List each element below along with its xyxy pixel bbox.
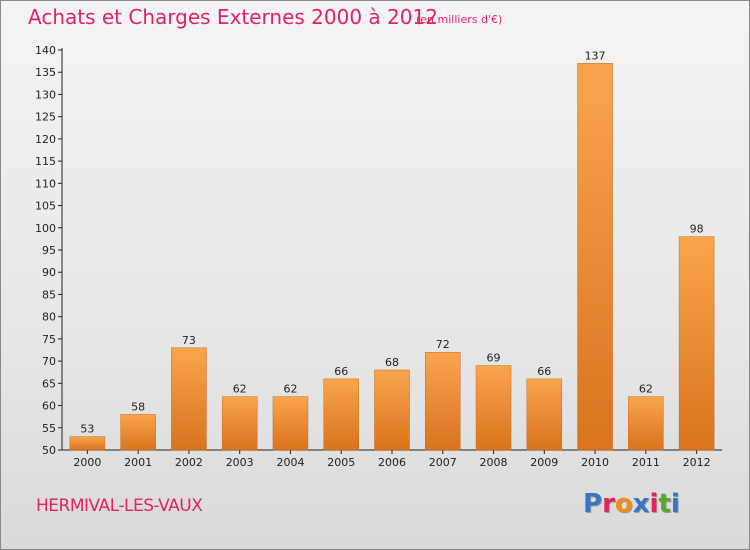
data-label: 73 bbox=[182, 334, 196, 347]
x-tick-label: 2001 bbox=[124, 456, 152, 469]
bar bbox=[475, 365, 512, 451]
bar bbox=[120, 414, 156, 451]
bar bbox=[526, 378, 563, 451]
commune-name: HERMIVAL-LES-VAUX bbox=[36, 496, 203, 516]
data-label: 69 bbox=[487, 352, 501, 365]
y-tick-label: 60 bbox=[42, 400, 56, 413]
bar bbox=[171, 347, 207, 451]
x-tick-label: 2010 bbox=[581, 456, 609, 469]
x-tick-label: 2007 bbox=[429, 456, 457, 469]
logo-letter: P bbox=[583, 489, 603, 519]
x-tick-label: 2012 bbox=[683, 456, 711, 469]
chart-title: Achats et Charges Externes 2000 à 2012 bbox=[28, 5, 438, 29]
data-label: 62 bbox=[639, 383, 653, 396]
x-tick-label: 2000 bbox=[73, 456, 101, 469]
bar bbox=[425, 351, 461, 451]
chart-labels: 2000 53 2001 58 2002 73 2003 62 2004 62 2005 66 2006… bbox=[73, 49, 710, 469]
logo-letter: i bbox=[670, 489, 680, 519]
proxiti-logo: Proxiti bbox=[583, 489, 680, 519]
y-tick-label: 130 bbox=[35, 88, 56, 101]
x-tick-label: 2008 bbox=[480, 456, 508, 469]
y-tick-label: 80 bbox=[42, 311, 56, 324]
y-tick-label: 95 bbox=[42, 244, 56, 257]
bar bbox=[323, 378, 359, 451]
bar bbox=[272, 396, 309, 451]
x-tick-label: 2005 bbox=[327, 456, 355, 469]
y-tick-label: 50 bbox=[42, 444, 56, 457]
bar bbox=[628, 396, 664, 451]
y-tick-label: 90 bbox=[42, 266, 56, 279]
data-label: 72 bbox=[436, 338, 450, 351]
x-tick-label: 2004 bbox=[276, 456, 304, 469]
x-tick-label: 2002 bbox=[175, 456, 203, 469]
logo-letter: r bbox=[602, 489, 615, 519]
logo-letter: x bbox=[632, 489, 650, 519]
bar bbox=[374, 369, 410, 451]
x-tick-label: 2011 bbox=[632, 456, 660, 469]
y-tick-label: 105 bbox=[35, 200, 56, 213]
chart-bars bbox=[69, 63, 715, 451]
y-tick-label: 120 bbox=[35, 133, 56, 146]
data-label: 68 bbox=[385, 356, 399, 369]
bar bbox=[577, 63, 613, 451]
data-label: 66 bbox=[537, 365, 551, 378]
y-tick-label: 65 bbox=[42, 377, 56, 390]
data-label: 53 bbox=[80, 423, 94, 436]
data-label: 58 bbox=[131, 400, 145, 413]
y-tick-label: 115 bbox=[35, 155, 56, 168]
logo-letter: i bbox=[649, 489, 659, 519]
x-tick-label: 2006 bbox=[378, 456, 406, 469]
logo-letter: t bbox=[658, 489, 671, 519]
y-tick-label: 140 bbox=[35, 44, 56, 57]
y-tick-label: 100 bbox=[35, 222, 56, 235]
data-label: 62 bbox=[233, 383, 247, 396]
y-tick-label: 135 bbox=[35, 66, 56, 79]
logo-letter: o bbox=[614, 489, 633, 519]
data-label: 137 bbox=[585, 49, 606, 62]
data-label: 62 bbox=[283, 383, 297, 396]
y-tick-label: 75 bbox=[42, 333, 56, 346]
y-tick-label: 55 bbox=[42, 422, 56, 435]
bar bbox=[221, 396, 258, 451]
y-tick-label: 85 bbox=[42, 288, 56, 301]
y-tick-label: 70 bbox=[42, 355, 56, 368]
chart-unit: (en milliers d'€) bbox=[416, 13, 503, 26]
bar bbox=[678, 236, 715, 451]
data-label: 66 bbox=[334, 365, 348, 378]
y-tick-label: 125 bbox=[35, 111, 56, 124]
x-tick-label: 2003 bbox=[226, 456, 254, 469]
data-label: 98 bbox=[690, 223, 704, 236]
x-tick-label: 2009 bbox=[530, 456, 558, 469]
y-tick-label: 110 bbox=[35, 177, 56, 190]
bar bbox=[69, 436, 106, 451]
